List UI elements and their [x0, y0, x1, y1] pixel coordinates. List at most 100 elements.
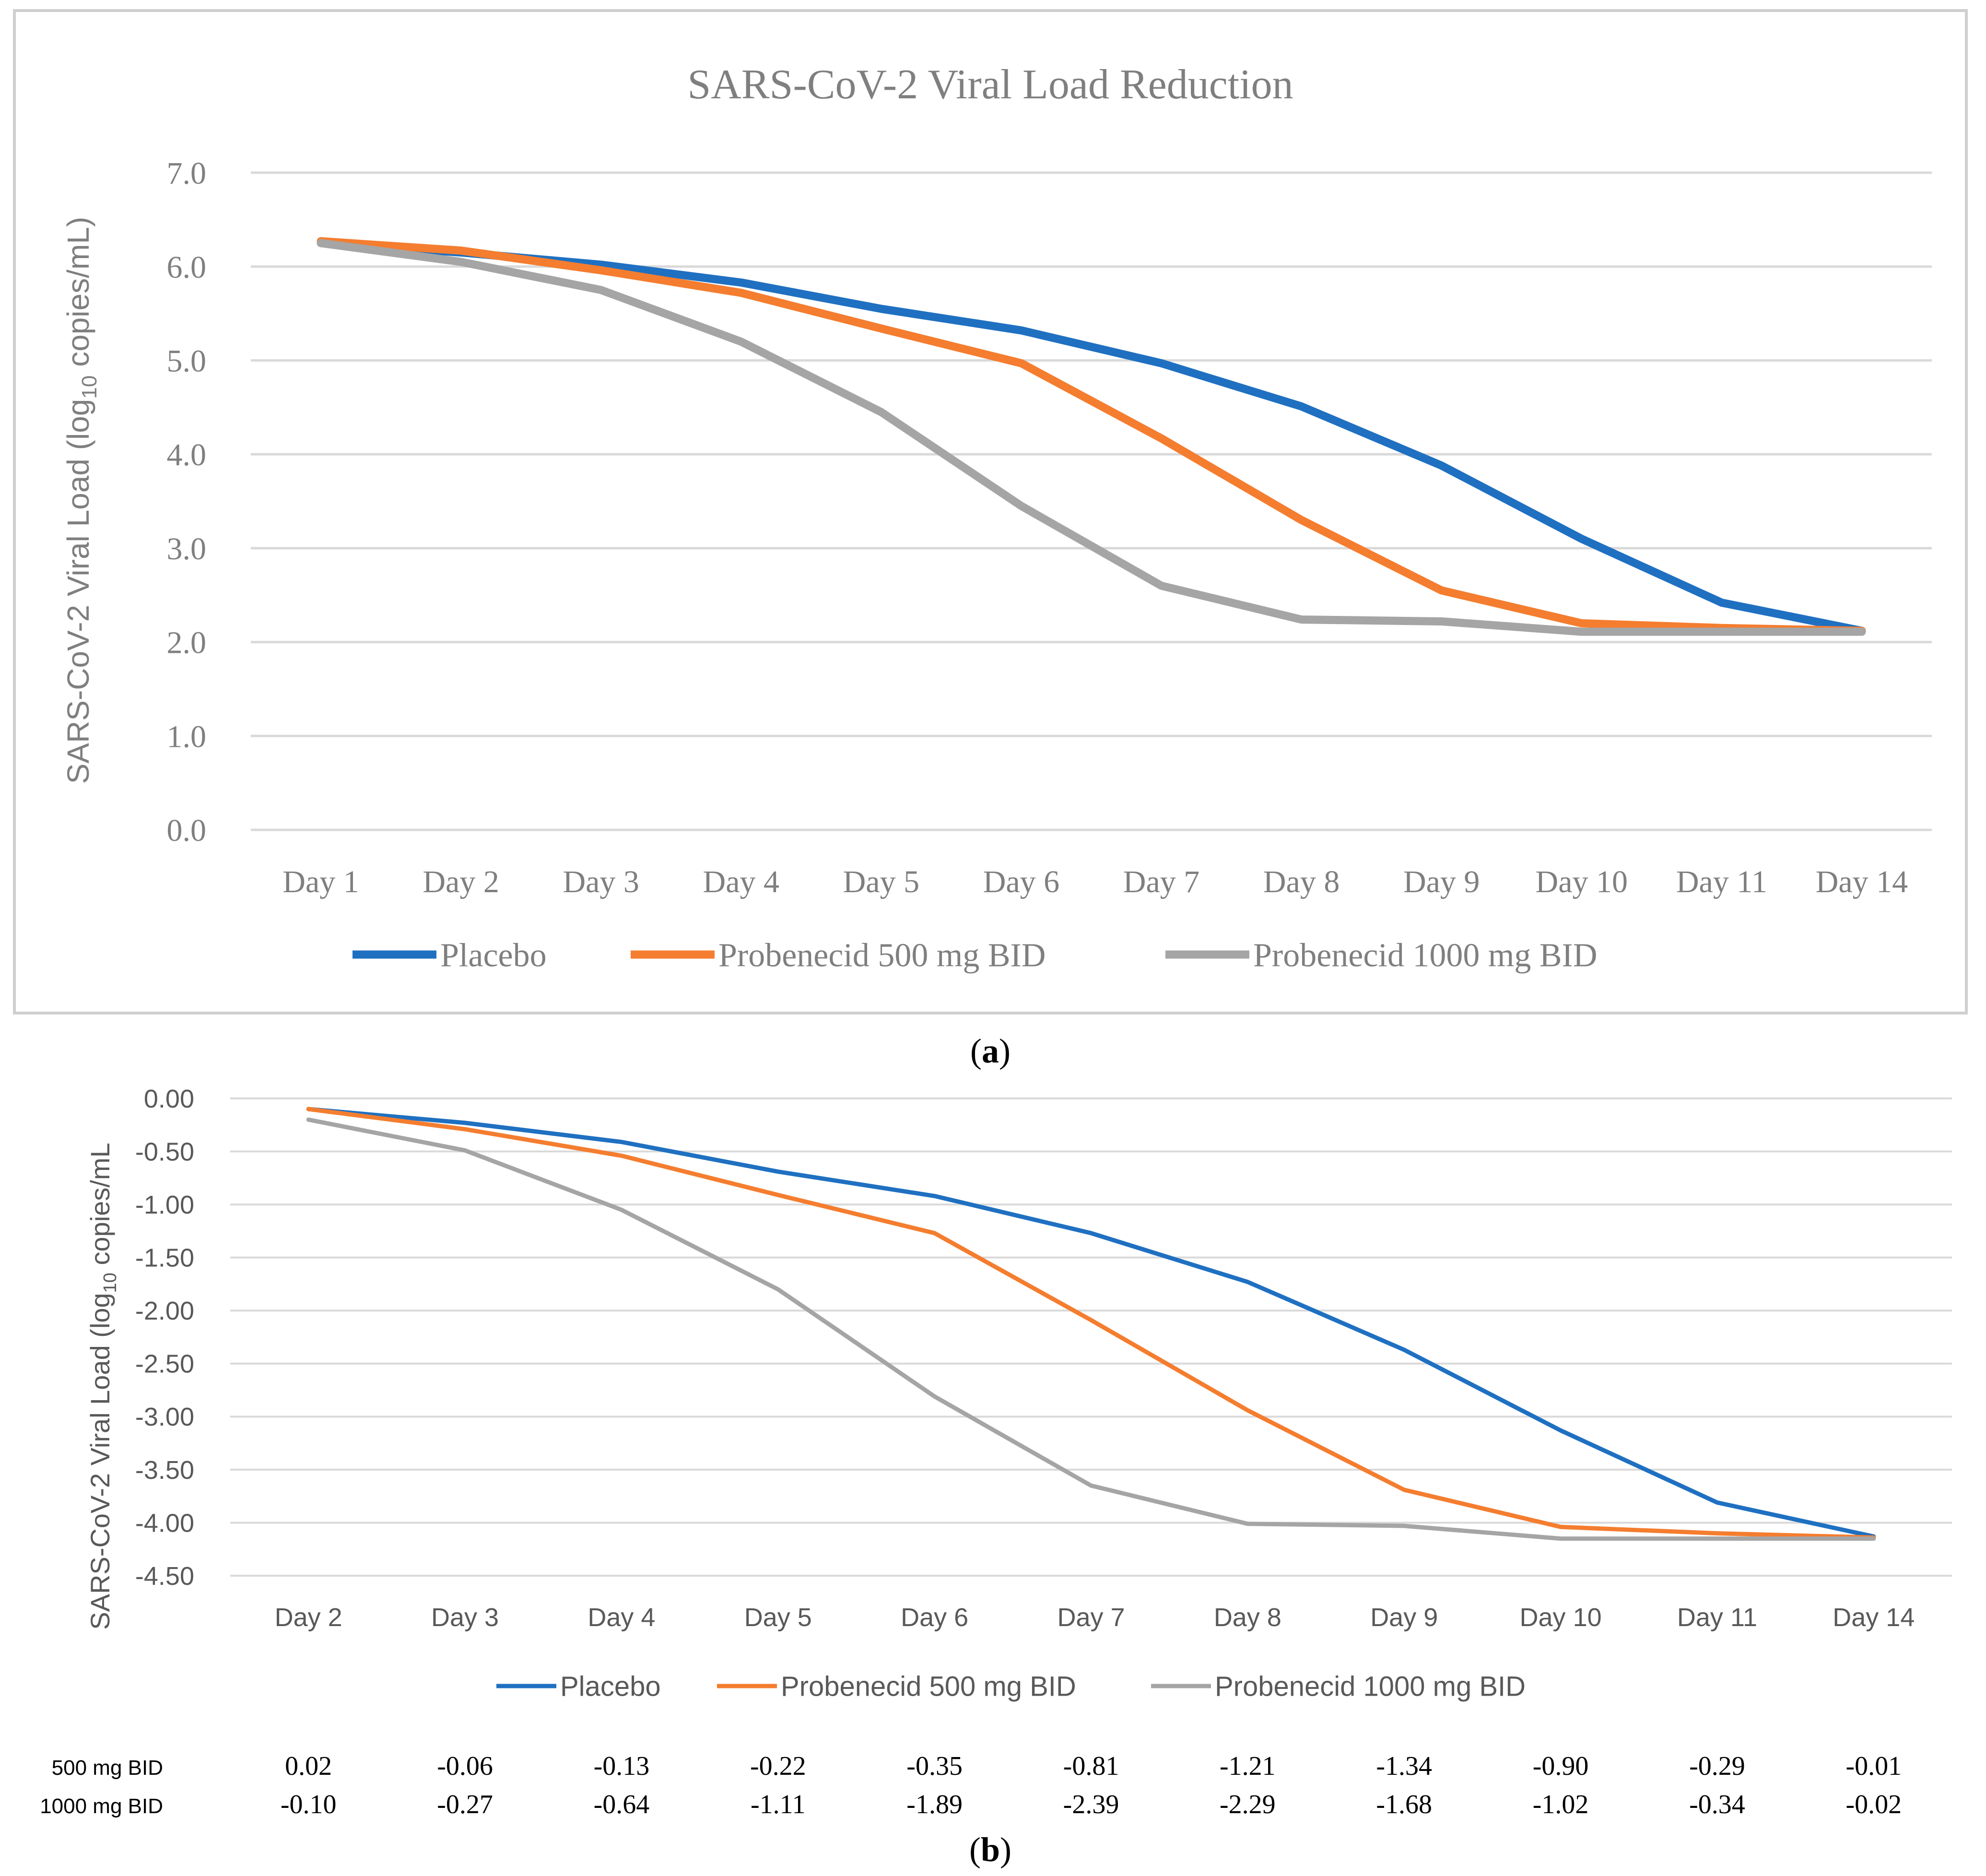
table-cell: 0.02 — [285, 1751, 332, 1781]
table-cell: -1.89 — [906, 1790, 963, 1819]
chart-b-series-line-p500 — [306, 1107, 1876, 1540]
chart-b-legend-label-p1000: Probenecid 1000 mg BID — [1215, 1671, 1526, 1702]
table-row-label: 1000 mg BID — [40, 1794, 163, 1818]
panel-label-b-letter: b — [981, 1830, 1000, 1869]
chart-b-x-tick-label: Day 3 — [431, 1603, 499, 1632]
chart-a-series-line-p1000 — [317, 239, 1866, 636]
table-cell: -0.06 — [437, 1751, 493, 1781]
chart-b-x-tick-label: Day 9 — [1370, 1603, 1438, 1632]
chart-b-x-tick-label: Day 5 — [744, 1603, 812, 1632]
chart-a-x-tick-label: Day 6 — [983, 864, 1059, 899]
chart-a-series-line-p500 — [317, 237, 1866, 635]
chart-b-y-axis-label-sub: 10 — [100, 1273, 120, 1293]
chart-b-y-tick-label: -1.00 — [135, 1191, 194, 1219]
chart-b-y-tick-label: -1.50 — [135, 1244, 194, 1273]
chart-b-series-line-placebo — [306, 1107, 1876, 1539]
chart-a-legend-label-p500: Probenecid 500 mg BID — [718, 937, 1046, 974]
chart-a-x-tick-label: Day 1 — [282, 864, 359, 899]
chart-b-y-tick-label: -4.50 — [135, 1562, 194, 1591]
table-cell: -1.68 — [1376, 1790, 1432, 1819]
chart-a-series-line-placebo — [317, 239, 1866, 635]
table-cell: -0.01 — [1845, 1751, 1902, 1781]
chart-a-y-axis-label-main: SARS-CoV-2 Viral Load (log — [61, 399, 95, 784]
chart-b-legend-label-placebo: Placebo — [560, 1671, 661, 1702]
chart-b-y-tick-label: -2.00 — [135, 1297, 194, 1325]
chart-a-x-tick-label: Day 10 — [1536, 864, 1628, 899]
chart-a-x-tick-label: Day 8 — [1263, 864, 1340, 899]
chart-b-y-axis-label-main: SARS-CoV-2 Viral Load (log — [85, 1293, 115, 1629]
chart-a-y-tick-label: 5.0 — [167, 344, 207, 379]
chart-a-x-ticks: Day 1 Day 2 Day 3 Day 4 Day 5 Day 6 Day 7 Day 8… — [282, 864, 1908, 899]
table-row-label: 500 mg BID — [52, 1756, 163, 1780]
chart-a-x-tick-label: Day 14 — [1816, 864, 1908, 899]
table-cell: -2.29 — [1220, 1790, 1276, 1819]
chart-b: SARS-CoV-2 Viral Load (log10 copies/mL 0… — [85, 1085, 1952, 1702]
chart-a-series — [317, 237, 1866, 636]
table-cell: -0.27 — [437, 1790, 493, 1819]
chart-b-y-tick-label: -4.00 — [135, 1509, 194, 1537]
chart-b-x-tick-label: Day 4 — [588, 1603, 655, 1632]
chart-a-y-tick-label: 2.0 — [167, 625, 207, 661]
chart-b-series-line-p1000 — [306, 1117, 1876, 1541]
table-cell: -0.64 — [594, 1790, 650, 1819]
chart-b-x-tick-label: Day 8 — [1214, 1603, 1281, 1632]
table-cell: -0.34 — [1689, 1790, 1745, 1819]
chart-b-x-tick-label: Day 6 — [901, 1603, 968, 1632]
chart-a-y-tick-label: 4.0 — [167, 437, 207, 472]
panel-label-a: (a) — [970, 1032, 1011, 1070]
chart-b-x-tick-label: Day 2 — [275, 1603, 342, 1632]
chart-a-x-tick-label: Day 11 — [1676, 864, 1767, 899]
chart-b-y-axis-label-rest: copies/mL — [85, 1143, 115, 1273]
chart-a-y-tick-label: 0.0 — [167, 813, 207, 848]
table-cell: -0.35 — [906, 1751, 963, 1781]
chart-b-x-ticks: Day 2 Day 3 Day 4 Day 5 Day 6 Day 7 Day 8 Day 9… — [275, 1603, 1915, 1632]
chart-b-y-tick-label: -3.50 — [135, 1456, 194, 1485]
panel-label-b: (b) — [969, 1830, 1011, 1869]
table-cell: -0.90 — [1533, 1751, 1589, 1781]
table-cell: -1.02 — [1533, 1790, 1589, 1819]
chart-b-x-tick-label: Day 7 — [1057, 1603, 1125, 1632]
chart-a-y-tick-label: 7.0 — [167, 156, 207, 191]
table-cell: -0.10 — [281, 1790, 337, 1819]
chart-a-y-axis-label-rest: copies/mL) — [61, 217, 95, 376]
chart-a-x-tick-label: Day 2 — [423, 864, 499, 899]
chart-a-legend: Placebo Probenecid 500 mg BID Probenecid 1… — [353, 937, 1597, 974]
table-cell: -0.81 — [1063, 1751, 1119, 1781]
table-cell: -1.11 — [751, 1790, 806, 1819]
panel-label-a-letter: a — [982, 1032, 999, 1070]
chart-b-y-ticks: 0.00 -0.50 -1.00 -1.50 -2.00 -2.50 -3.00 -3.50 -… — [135, 1085, 194, 1591]
chart-a-x-tick-label: Day 9 — [1403, 864, 1480, 899]
chart-a-gridlines — [251, 171, 1932, 831]
chart-b-legend-label-p500: Probenecid 500 mg BID — [781, 1671, 1076, 1702]
table-cell: -0.22 — [750, 1751, 806, 1781]
chart-b-x-tick-label: Day 14 — [1833, 1603, 1915, 1632]
table-cell: -0.29 — [1689, 1751, 1745, 1781]
chart-a-frame — [13, 9, 1968, 1015]
chart-a-y-ticks: 0.0 1.0 2.0 3.0 4.0 5.0 6.0 7.0 — [167, 156, 207, 848]
chart-b-series — [306, 1107, 1876, 1541]
chart-a-legend-label-p1000: Probenecid 1000 mg BID — [1253, 937, 1597, 974]
chart-a-title: SARS-CoV-2 Viral Load Reduction — [687, 61, 1293, 108]
chart-a-y-axis-label: SARS-CoV-2 Viral Load (log10 copies/mL) — [61, 217, 101, 784]
chart-a-y-tick-label: 6.0 — [167, 250, 207, 285]
chart-a-y-tick-label: 3.0 — [167, 531, 207, 566]
chart-b-difference-table: 500 mg BID 0.02 -0.06 -0.13 -0.22 -0.35 -0.81 -… — [40, 1751, 1902, 1819]
table-cell: -1.34 — [1376, 1751, 1432, 1781]
chart-b-y-tick-label: 0.00 — [144, 1085, 194, 1113]
chart-a-x-tick-label: Day 5 — [843, 864, 919, 899]
chart-a-x-tick-label: Day 4 — [703, 864, 779, 899]
chart-a-y-axis-label-sub: 10 — [78, 376, 101, 399]
chart-b-x-tick-label: Day 10 — [1520, 1603, 1602, 1632]
chart-a-legend-label-placebo: Placebo — [440, 937, 547, 974]
table-cell: -1.21 — [1220, 1751, 1276, 1781]
chart-a: SARS-CoV-2 Viral Load Reduction SARS-CoV… — [61, 61, 1932, 974]
table-cell: -0.13 — [594, 1751, 650, 1781]
chart-a-x-tick-label: Day 7 — [1123, 864, 1199, 899]
chart-b-gridlines — [230, 1097, 1952, 1577]
chart-b-y-tick-label: -2.50 — [135, 1350, 194, 1379]
table-cell: -2.39 — [1063, 1790, 1119, 1819]
chart-b-y-axis-label: SARS-CoV-2 Viral Load (log10 copies/mL — [85, 1143, 120, 1630]
chart-b-y-tick-label: -3.00 — [135, 1403, 194, 1431]
chart-b-legend: Placebo Probenecid 500 mg BID Probenecid 1… — [496, 1671, 1526, 1702]
